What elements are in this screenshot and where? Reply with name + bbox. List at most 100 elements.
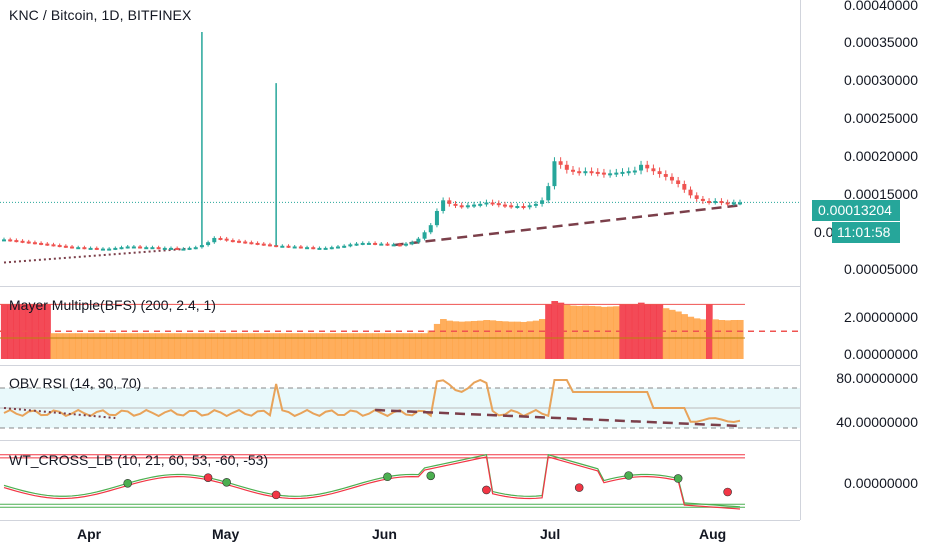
wt-cross-dot (383, 472, 392, 482)
candle-body (292, 246, 297, 249)
time-label-jun: Jun (372, 526, 397, 542)
mayer-bar (303, 333, 311, 359)
mayer-bar (470, 320, 478, 359)
mayer-bar (260, 333, 268, 359)
candle-body (434, 210, 439, 226)
candle-body (168, 247, 173, 250)
candle-body (441, 200, 446, 211)
candle-body (323, 247, 328, 250)
price-tick-6: 0.0 (814, 224, 834, 240)
candle-body (181, 248, 186, 251)
mayer-bar (161, 333, 169, 359)
candle-body (26, 241, 31, 244)
price-tick-5: 0.00015000 (844, 186, 918, 202)
mayer-tick-1: 0.00000000 (844, 346, 918, 362)
pane-separator-1[interactable] (0, 286, 800, 287)
candle-body (540, 200, 545, 204)
wt-cross-label[interactable]: WT_CROSS_LB (10, 21, 60, 53, -60, -53) (9, 452, 269, 468)
mayer-bar (495, 320, 503, 359)
candle-body (669, 176, 674, 181)
candle-body (663, 174, 668, 177)
mayer-bar (75, 333, 82, 359)
mayer-bar (699, 319, 707, 359)
mayer-bar (266, 333, 274, 359)
candle-body (515, 206, 520, 209)
price-tick-2: 0.00030000 (844, 72, 918, 88)
candle-body (51, 244, 56, 247)
candle-body (502, 204, 507, 207)
price-tick-0: 0.00040000 (844, 0, 918, 13)
obv-rsi-pane (0, 378, 800, 429)
time-label-apr: Apr (77, 526, 102, 542)
candle-body (583, 171, 588, 174)
mayer-bar (322, 333, 330, 359)
mayer-bar (736, 319, 744, 359)
mayer-bar (693, 318, 701, 359)
candle-body (373, 242, 378, 245)
mayer-bar (334, 333, 342, 359)
main-price-pane (0, 31, 800, 264)
mayer-bar (384, 333, 392, 359)
mayer-bar (415, 333, 422, 359)
price-tick-7: 0.00005000 (844, 261, 918, 277)
mayer-bar (520, 321, 528, 359)
candle-body (416, 238, 421, 243)
candle-body (342, 245, 347, 248)
candle-body (267, 244, 272, 247)
mayer-bar (118, 333, 126, 359)
mayer-tick-0: 2.00000000 (844, 309, 918, 325)
candle-body (533, 203, 538, 206)
wt-cross-dot (123, 478, 132, 488)
candle-body (738, 202, 742, 205)
mayer-bar (440, 319, 447, 359)
candle-body (274, 245, 279, 248)
mayer-bar (62, 333, 70, 359)
candle-body (76, 247, 81, 250)
mayer-bar (248, 333, 255, 359)
mayer-bar (297, 333, 305, 359)
candle-body (243, 241, 248, 244)
candle-body (175, 247, 180, 250)
candle-body (88, 247, 93, 250)
mayer-bar (167, 333, 175, 359)
mayer-bar (99, 333, 107, 359)
mayer-bar (347, 333, 354, 359)
candle-body (39, 242, 44, 245)
candle-body (193, 247, 198, 250)
candle-body (719, 201, 724, 204)
mayer-bar (279, 333, 286, 359)
candle-body (509, 205, 514, 208)
mayer-bar (130, 333, 138, 359)
mayer-bar (93, 333, 101, 359)
mayer-bar (557, 302, 565, 359)
mayer-bar (526, 321, 534, 359)
mayer-bar (285, 333, 293, 359)
mayer-bar (136, 333, 144, 359)
mayer-bar (273, 333, 280, 359)
mayer-bar (38, 304, 45, 359)
candle-body (707, 201, 712, 204)
mayer-multiple-label[interactable]: Mayer Multiple(BFS) (200, 2.4, 1) (9, 297, 216, 313)
mayer-bar (149, 333, 157, 359)
candle-body (484, 202, 489, 205)
candle-body (577, 171, 582, 174)
mayer-bar (353, 333, 361, 359)
mayer-bar (551, 301, 559, 359)
mayer-bar (378, 333, 385, 359)
candle-body (453, 203, 458, 206)
candle-body (379, 243, 384, 246)
mayer-bar (644, 304, 651, 359)
candle-body (20, 240, 25, 243)
rsi-tick-1: 40.00000000 (836, 414, 918, 430)
mayer-bar (576, 305, 583, 359)
pane-separator-3[interactable] (0, 440, 800, 441)
candle-body (8, 239, 13, 242)
candle-body (639, 164, 644, 171)
obv-rsi-label[interactable]: OBV RSI (14, 30, 70) (9, 375, 142, 391)
obv-rsi-line (3, 378, 741, 423)
mayer-bar (217, 333, 225, 359)
candle-body (404, 243, 409, 246)
pane-separator-2[interactable] (0, 365, 800, 366)
